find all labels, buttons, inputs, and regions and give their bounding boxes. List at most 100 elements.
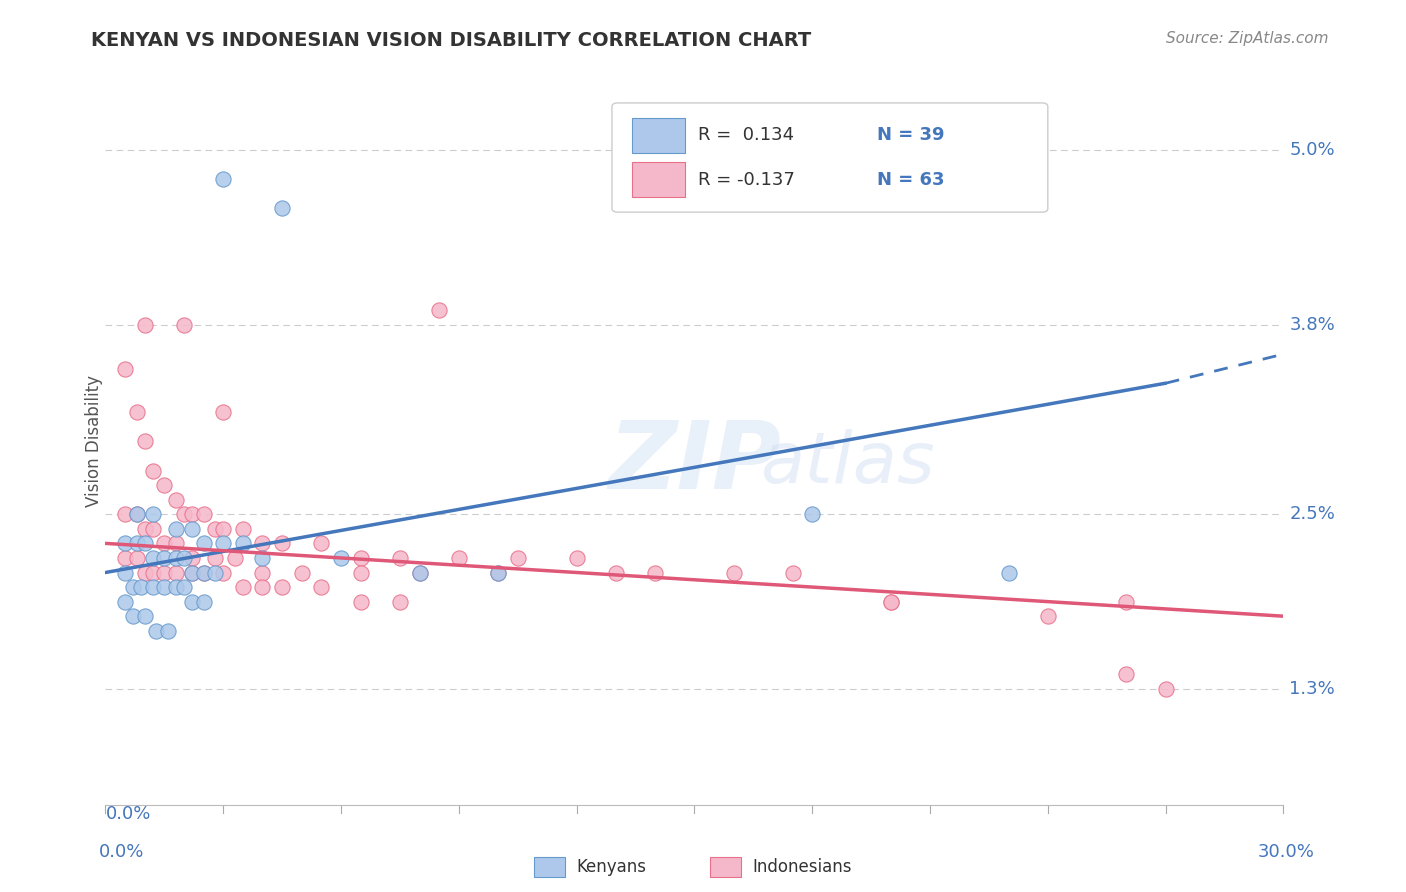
Point [180, 566, 202, 580]
Point [114, 508, 136, 522]
Point [212, 172, 235, 186]
Text: KENYAN VS INDONESIAN VISION DISABILITY CORRELATION CHART: KENYAN VS INDONESIAN VISION DISABILITY C… [91, 31, 811, 50]
Point [141, 566, 163, 580]
Point [165, 536, 187, 550]
Point [114, 551, 136, 566]
Point [1036, 609, 1059, 624]
Point [180, 594, 202, 608]
Point [232, 536, 254, 550]
Point [311, 580, 333, 594]
Bar [631, 162, 685, 197]
Point [193, 508, 215, 522]
Point [271, 536, 294, 550]
Point [252, 566, 274, 580]
Point [165, 522, 187, 536]
Point [165, 551, 187, 566]
Point [153, 536, 176, 550]
Point [193, 566, 215, 580]
Point [997, 566, 1019, 580]
Point [1115, 667, 1137, 681]
Point [408, 566, 430, 580]
Text: Kenyans: Kenyans [576, 858, 647, 876]
Point [388, 594, 411, 608]
Point [880, 594, 903, 608]
Point [114, 361, 136, 376]
Point [125, 508, 148, 522]
Text: atlas: atlas [761, 429, 935, 498]
Point [134, 522, 156, 536]
Point [141, 508, 163, 522]
Text: Source: ZipAtlas.com: Source: ZipAtlas.com [1166, 31, 1329, 46]
Point [153, 580, 176, 594]
Point [125, 405, 148, 419]
Point [388, 551, 411, 566]
Text: 0.0%: 0.0% [98, 843, 143, 861]
Point [204, 522, 226, 536]
Point [271, 580, 294, 594]
Point [165, 566, 187, 580]
Point [153, 566, 176, 580]
Text: 3.8%: 3.8% [1289, 316, 1336, 334]
Point [153, 551, 176, 566]
Point [134, 566, 156, 580]
Point [350, 594, 373, 608]
Point [114, 566, 136, 580]
Point [252, 580, 274, 594]
Y-axis label: Vision Disability: Vision Disability [86, 376, 103, 508]
Point [122, 580, 145, 594]
Point [153, 478, 176, 492]
Bar [631, 118, 685, 153]
Point [141, 551, 163, 566]
Point [350, 566, 373, 580]
Text: R = -0.137: R = -0.137 [697, 171, 794, 189]
Point [447, 551, 470, 566]
Point [129, 580, 152, 594]
Point [1154, 681, 1177, 696]
Point [134, 609, 156, 624]
Point [291, 566, 314, 580]
Point [232, 580, 254, 594]
Point [252, 536, 274, 550]
Point [408, 566, 430, 580]
Point [212, 522, 235, 536]
Point [193, 536, 215, 550]
Point [427, 303, 450, 318]
Point [173, 580, 195, 594]
Point [565, 551, 588, 566]
Point [134, 536, 156, 550]
Text: N = 63: N = 63 [877, 171, 945, 189]
Point [125, 508, 148, 522]
Point [145, 624, 167, 638]
Point [180, 522, 202, 536]
Point [252, 551, 274, 566]
Point [212, 566, 235, 580]
FancyBboxPatch shape [612, 103, 1047, 212]
Point [141, 464, 163, 478]
Point [193, 594, 215, 608]
Point [486, 566, 509, 580]
Point [180, 551, 202, 566]
Text: 0.0%: 0.0% [105, 805, 150, 823]
Point [801, 508, 824, 522]
Point [134, 318, 156, 332]
Point [180, 508, 202, 522]
Point [204, 551, 226, 566]
Point [114, 594, 136, 608]
Point [723, 566, 745, 580]
Point [486, 566, 509, 580]
Point [311, 536, 333, 550]
Point [204, 566, 226, 580]
Point [134, 434, 156, 449]
Text: 30.0%: 30.0% [1258, 843, 1315, 861]
Point [350, 551, 373, 566]
Point [125, 536, 148, 550]
Point [141, 580, 163, 594]
Point [165, 492, 187, 507]
Point [173, 551, 195, 566]
Point [605, 566, 627, 580]
Point [506, 551, 529, 566]
Point [157, 624, 180, 638]
Point [271, 202, 294, 216]
Text: 2.5%: 2.5% [1289, 505, 1336, 524]
Point [125, 551, 148, 566]
